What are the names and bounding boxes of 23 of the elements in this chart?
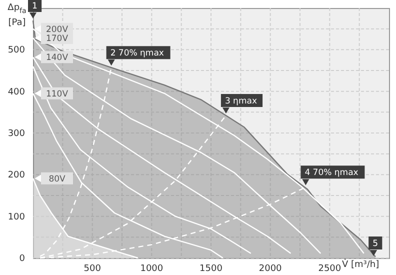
y-axis-title: Δp$_{fa}$ [Pa]	[6, 2, 28, 29]
annotation: 1	[32, 2, 38, 12]
y-tick-label: 100	[8, 212, 26, 222]
y-tick-label: 300	[8, 129, 26, 139]
legend-label: 140V	[46, 53, 68, 64]
y-tick-label: 500	[8, 46, 26, 56]
x-tick-label: 2500	[318, 264, 342, 274]
x-tick-label: 1000	[140, 264, 164, 274]
x-tick-label: 1500	[200, 264, 223, 274]
legend-label: 170V	[46, 34, 68, 44]
legend-label: 80V	[48, 174, 66, 184]
y-tick-label: 0	[19, 254, 26, 264]
x-tick-label: 500	[84, 264, 102, 274]
annotation: 3 ηmax	[224, 96, 257, 106]
y-tick-label: 400	[8, 87, 26, 98]
legend-label: 110V	[46, 89, 68, 100]
x-tick-label: 2000	[258, 264, 282, 274]
y-tick-label: 200	[8, 170, 26, 181]
x-axis-title: V̇ [m³/h]	[342, 260, 380, 270]
annotation: 5	[372, 239, 378, 249]
legend-label: 200V	[46, 24, 68, 35]
annotation: 2 70% ηmax	[110, 48, 164, 59]
annotation: 4 70% ηmax	[304, 168, 358, 178]
